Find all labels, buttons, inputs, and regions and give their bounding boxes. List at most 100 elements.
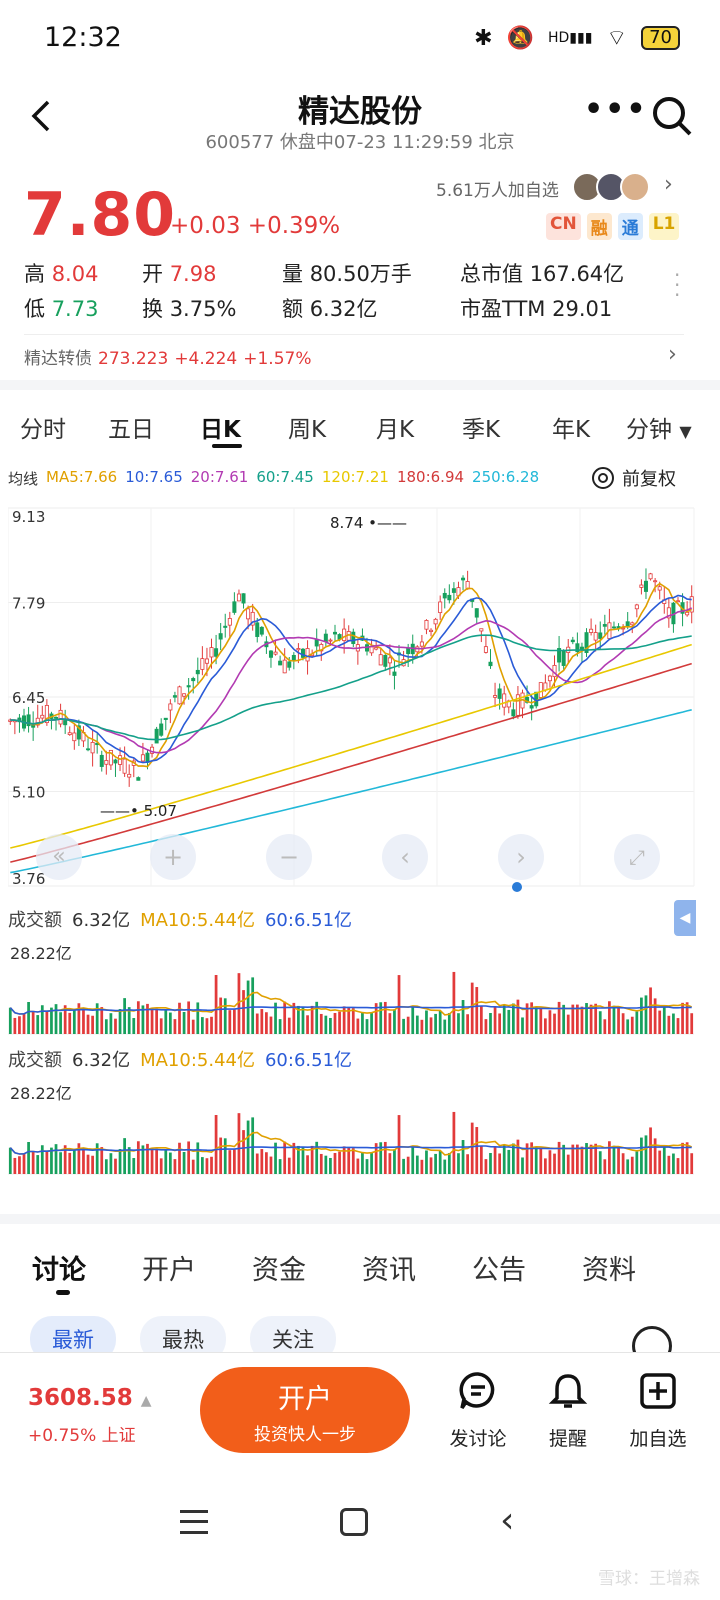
candle <box>643 580 648 592</box>
ma-item: 120:7.21 <box>321 468 389 486</box>
candle <box>241 593 246 604</box>
add-watchlist-button[interactable]: 加自选 <box>618 1371 698 1451</box>
candle <box>593 632 598 641</box>
tab-indicator <box>212 444 242 448</box>
candle <box>35 717 40 726</box>
collapse-panel-icon[interactable]: ◀ <box>674 900 696 936</box>
open-account-label: 开户 <box>278 1384 332 1415</box>
candle <box>154 728 159 744</box>
tab-funds[interactable]: 资金 <box>252 1255 306 1286</box>
badge-cn[interactable]: CN <box>546 213 581 240</box>
candle <box>127 773 132 778</box>
kline-chart[interactable]: 9.13 7.79 6.45 5.10 3.76 8.74 •—— ——• 5.07 <box>8 496 698 1186</box>
next-button[interactable]: › <box>498 834 544 880</box>
index-change: +0.75% 上证 <box>28 1426 136 1446</box>
stat-high: 高 8.04 <box>24 262 99 286</box>
ma-legend: 均线 MA5:7.66 10:7.65 20:7.61 60:7.45 120:… <box>8 468 539 489</box>
stat-amount: 额 6.32亿 <box>282 297 378 321</box>
alert-label: 提醒 <box>548 1428 587 1450</box>
candle <box>54 716 59 719</box>
y-tick-label: 9.13 <box>12 508 45 526</box>
chevron-right-icon[interactable]: › <box>668 342 677 367</box>
badge-margin[interactable]: 融 <box>586 213 612 240</box>
candle <box>177 686 182 705</box>
candle <box>273 651 278 655</box>
open-account-sublabel: 投资快人一步 <box>254 1425 356 1445</box>
tab-minute[interactable]: 分钟 ▼ <box>626 417 692 443</box>
volume-ma10-line <box>9 1131 692 1156</box>
plus-square-icon <box>640 1373 676 1409</box>
candle <box>406 647 411 655</box>
y-tick-label: 5.10 <box>12 784 45 802</box>
ma-item: 60:7.45 <box>256 468 314 486</box>
candle <box>305 648 310 662</box>
back-icon[interactable] <box>22 96 62 136</box>
candle <box>598 632 603 639</box>
candle <box>159 723 164 736</box>
volume-header-2: 成交额 6.32亿 MA10:5.44亿 60:6.51亿 <box>8 1050 353 1071</box>
tab-daily-k[interactable]: 日K <box>200 417 241 443</box>
candle <box>136 777 141 781</box>
candle <box>424 620 429 630</box>
candle <box>374 647 379 650</box>
candle <box>250 611 255 626</box>
ma-line <box>10 643 692 849</box>
open-account-button[interactable]: 开户 投资快人一步 <box>200 1367 410 1453</box>
tab-discussion[interactable]: 讨论 <box>32 1255 86 1286</box>
tab-monthly-k[interactable]: 月K <box>376 417 415 443</box>
adjust-button[interactable]: 前复权 <box>590 465 676 491</box>
expand-stats-icon[interactable]: · · · <box>674 263 681 307</box>
search-icon[interactable] <box>650 94 694 138</box>
tab-weekly-k[interactable]: 周K <box>288 417 327 443</box>
tab-open-account[interactable]: 开户 <box>142 1255 196 1286</box>
fullscreen-icon[interactable]: ⤢ <box>614 834 660 880</box>
candle <box>191 678 196 682</box>
zoom-in-button[interactable]: + <box>150 834 196 880</box>
menu-icon[interactable] <box>180 1510 208 1534</box>
candle <box>209 647 214 658</box>
candle <box>474 608 479 618</box>
tab-indicator <box>56 1290 70 1295</box>
follower-avatars[interactable]: › <box>572 172 673 202</box>
volume-max-1: 28.22亿 <box>10 944 72 963</box>
candle <box>218 633 223 640</box>
tab-announcements[interactable]: 公告 <box>472 1255 526 1286</box>
rewind-button[interactable]: « <box>36 834 82 880</box>
candle <box>621 627 626 630</box>
badge-connect[interactable]: 通 <box>617 213 643 240</box>
alert-button[interactable]: 提醒 <box>528 1371 608 1451</box>
candle <box>547 675 552 682</box>
candle <box>278 660 283 666</box>
post-discussion-button[interactable]: 发讨论 <box>438 1371 518 1451</box>
zoom-out-button[interactable]: − <box>266 834 312 880</box>
index-value[interactable]: 3608.58 ▲ <box>28 1385 152 1411</box>
candle <box>502 693 507 708</box>
convertible-bond-row[interactable]: 精达转债 273.223 +4.224 +1.57% <box>24 349 312 369</box>
candle <box>108 749 113 766</box>
prev-button[interactable]: ‹ <box>382 834 428 880</box>
tab-news[interactable]: 资讯 <box>362 1255 416 1286</box>
post-discussion-label: 发讨论 <box>449 1428 507 1450</box>
tab-yearly-k[interactable]: 年K <box>552 417 591 443</box>
candle <box>291 654 296 661</box>
stat-market-cap: 总市值 167.64亿 <box>460 262 625 286</box>
followers-count[interactable]: 5.61万人加自选 <box>436 181 559 201</box>
wifi-icon: ⌔ <box>606 26 628 51</box>
tab-5day[interactable]: 五日 <box>108 417 154 443</box>
bluetooth-icon: ✱ <box>474 25 493 51</box>
back-nav-icon[interactable]: ‹ <box>500 1500 515 1541</box>
candle <box>488 661 493 667</box>
candle <box>259 626 264 635</box>
candle <box>648 573 653 580</box>
more-icon[interactable]: ••• <box>584 92 648 127</box>
tab-quarterly-k[interactable]: 季K <box>462 417 501 443</box>
badge-l1[interactable]: L1 <box>648 213 680 240</box>
tab-intraday[interactable]: 分时 <box>20 417 66 443</box>
home-icon[interactable] <box>340 1508 368 1536</box>
status-time: 12:32 <box>44 22 122 53</box>
candle <box>214 648 219 657</box>
tab-profile[interactable]: 资料 <box>582 1255 636 1286</box>
candle <box>653 580 658 583</box>
ma-line <box>10 662 692 863</box>
chevron-right-icon[interactable]: › <box>664 172 673 197</box>
